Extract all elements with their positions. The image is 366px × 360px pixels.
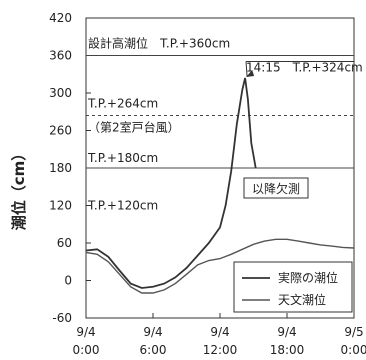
y-tick-label: 360 bbox=[49, 49, 72, 63]
x-tick-date: 9/4 bbox=[210, 325, 229, 339]
x-tick-time: 12:00 bbox=[203, 343, 238, 357]
x-tick-time: 0:00 bbox=[341, 343, 366, 357]
y-axis-label: 潮位（cm） bbox=[10, 146, 28, 231]
missing-data-label: 以降欠測 bbox=[252, 181, 300, 196]
legend-entry: 天文潮位 bbox=[278, 292, 326, 307]
legend-entry: 実際の潮位 bbox=[278, 270, 338, 285]
x-tick-time: 0:00 bbox=[73, 343, 100, 357]
y-tick-label: 60 bbox=[57, 236, 72, 250]
reference-label-120: T.P.+120cm bbox=[87, 199, 158, 213]
y-tick-label: 260 bbox=[49, 124, 72, 138]
x-tick-time: 6:00 bbox=[140, 343, 167, 357]
x-tick-date: 9/4 bbox=[76, 325, 95, 339]
peak-annotation-label: 14:15 T.P.+324cm bbox=[246, 61, 363, 75]
y-tick-label: 420 bbox=[49, 11, 72, 25]
plot-area: 420 360 300 260 180 120 60 0 -60 9/4 0:00 9/4 6:00 9/… bbox=[49, 11, 366, 357]
x-tick-date: 9/4 bbox=[143, 325, 162, 339]
x-tick-date: 9/5 bbox=[344, 325, 363, 339]
missing-data-box bbox=[243, 177, 309, 199]
peak-arrow-line bbox=[245, 61, 248, 78]
y-tick-label: 120 bbox=[49, 199, 72, 213]
reference-label-180: T.P.+180cm bbox=[87, 151, 158, 165]
x-tick-date: 9/4 bbox=[277, 325, 296, 339]
reference-label-design: 設計高潮位 T.P.+360cm bbox=[88, 36, 230, 51]
series-line-1 bbox=[85, 77, 257, 289]
legend-box bbox=[233, 261, 353, 313]
series-line-2 bbox=[85, 238, 355, 294]
reference-label-264: T.P.+264cm bbox=[87, 97, 158, 111]
x-tick-time: 18:00 bbox=[270, 343, 305, 357]
peak-arrow-head bbox=[246, 70, 255, 77]
y-tick-label: 180 bbox=[49, 161, 72, 175]
y-tick-label: 0 bbox=[64, 274, 72, 288]
y-tick-label: 300 bbox=[49, 86, 72, 100]
y-tick-label: -60 bbox=[52, 311, 72, 325]
reference-sublabel-typhoon: （第2室戸台風） bbox=[88, 120, 180, 135]
